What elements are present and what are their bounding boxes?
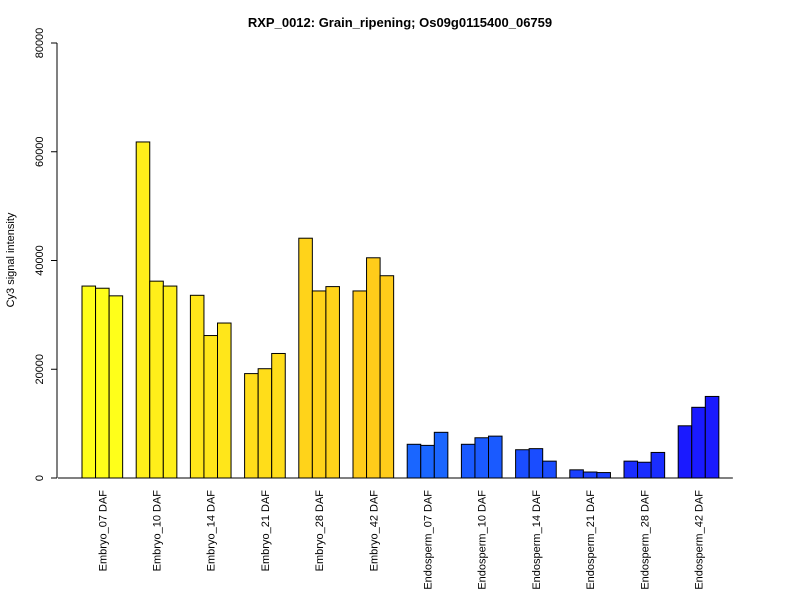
bar-10-1 <box>569 469 584 479</box>
bar-10-2 <box>582 471 598 479</box>
bar-8-3 <box>488 435 503 479</box>
bar-7-3 <box>433 431 449 479</box>
bar-8-2 <box>474 437 490 479</box>
x-tick-label: Embryo_28 DAF <box>314 490 326 572</box>
bar-2-2 <box>149 280 164 479</box>
x-tick-label: Endosperm_07 DAF <box>423 490 435 590</box>
bar-4-3 <box>271 352 286 479</box>
chart-title: RXP_0012: Grain_ripening; Os09g0115400_0… <box>248 15 552 30</box>
bar-4-1 <box>244 373 259 479</box>
bar-3-1 <box>189 294 205 479</box>
x-tick-label: Endosperm_28 DAF <box>639 490 651 590</box>
bar-4-2 <box>257 368 273 479</box>
bar-11-1 <box>623 460 639 479</box>
x-axis: Embryo_07 DAF Embryo_10 DAF Embryo_14 DAF E… <box>58 477 733 590</box>
y-tick-label: 40000 <box>34 245 46 276</box>
plot-area <box>81 141 720 479</box>
bar-7-1 <box>406 443 422 479</box>
bar-2-3 <box>162 285 178 479</box>
y-axis-label: Cy3 signal intensity <box>5 212 17 307</box>
bar-9-3 <box>542 460 557 479</box>
bar-12-2 <box>691 406 706 479</box>
bar-10-3 <box>596 472 611 479</box>
bar-2-1 <box>135 141 151 479</box>
bar-3-3 <box>217 322 232 479</box>
bar-5-1 <box>298 237 313 479</box>
x-tick-label: Endosperm_21 DAF <box>585 490 597 590</box>
x-tick-label: Embryo_14 DAF <box>206 490 218 572</box>
bar-9-1 <box>515 449 530 479</box>
bar-1-3 <box>108 295 124 479</box>
y-tick-label: 80000 <box>34 28 46 59</box>
bar-6-2 <box>366 257 381 479</box>
x-tick-label: Embryo_10 DAF <box>152 490 164 572</box>
y-axis: 0 20000 40000 60000 80000 <box>34 28 58 481</box>
bar-12-3 <box>704 395 720 479</box>
y-tick-label: 60000 <box>34 136 46 167</box>
bar-12-1 <box>677 425 693 479</box>
bar-6-3 <box>379 275 395 479</box>
bar-11-2 <box>637 461 652 479</box>
y-tick-label: 20000 <box>34 354 46 385</box>
x-tick-label: Embryo_07 DAF <box>97 490 109 572</box>
bar-1-2 <box>95 287 110 479</box>
x-tick-label: Embryo_21 DAF <box>260 490 272 572</box>
bar-7-2 <box>420 444 435 479</box>
x-tick-label: Endosperm_14 DAF <box>531 490 543 590</box>
bar-8-1 <box>460 443 476 479</box>
bar-11-3 <box>650 451 666 479</box>
x-tick-label: Endosperm_42 DAF <box>694 490 706 590</box>
bar-3-2 <box>203 335 218 479</box>
bar-1-1 <box>81 285 97 479</box>
bar-6-1 <box>352 290 368 479</box>
bar-9-2 <box>528 448 544 479</box>
bar-5-2 <box>311 290 327 479</box>
bar-5-3 <box>325 286 340 479</box>
x-tick-label: Embryo_42 DAF <box>368 490 380 572</box>
x-tick-label: Endosperm_10 DAF <box>477 490 489 590</box>
y-tick-label: 0 <box>34 475 46 481</box>
